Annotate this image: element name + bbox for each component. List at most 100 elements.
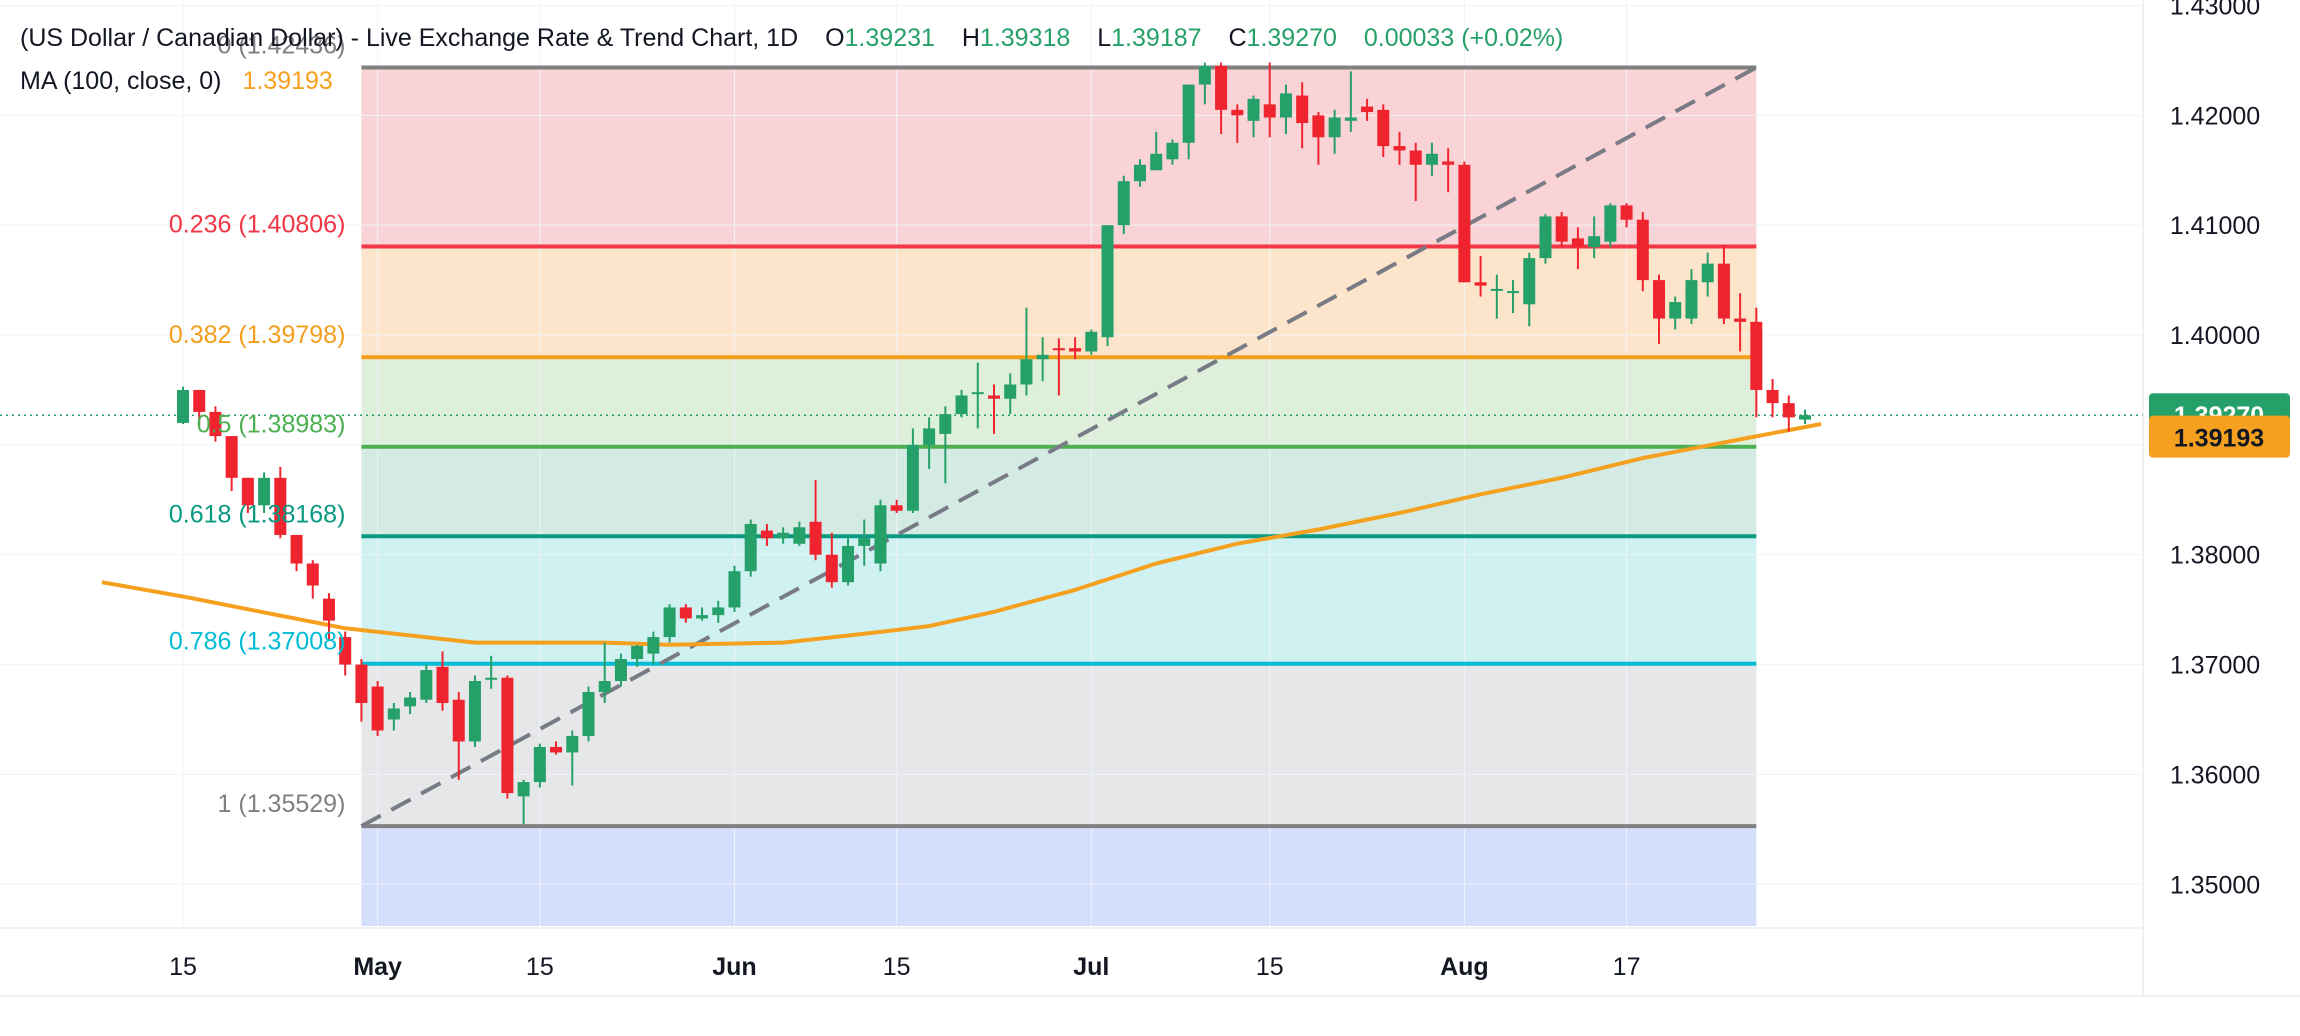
candle-body (1799, 415, 1811, 420)
candles (177, 62, 1811, 824)
open-value: 1.39231 (845, 24, 935, 52)
candle-body (744, 523, 757, 572)
candle (842, 538, 855, 586)
candle (1750, 307, 1763, 418)
candle-body (1766, 389, 1779, 404)
candle-body (1052, 348, 1065, 351)
candle-body (177, 389, 189, 423)
candle (825, 532, 838, 588)
candle (533, 743, 546, 788)
time-tick-label: 15 (169, 953, 197, 981)
candle-body (1231, 109, 1244, 116)
candle (274, 466, 287, 539)
candle (290, 534, 303, 572)
candle-body (1377, 109, 1390, 147)
price-axis-bg (2143, 0, 2300, 1031)
candle (1669, 296, 1682, 330)
candle-body (939, 414, 952, 434)
trendline[interactable] (360, 65, 1758, 828)
time-tick-label: Jun (712, 953, 756, 981)
candle-body (1604, 205, 1617, 242)
price-axis[interactable]: 1.430001.420001.410001.400001.390001.380… (2142, 0, 2300, 1031)
candle (1182, 84, 1195, 160)
candle (1150, 131, 1163, 171)
candle-body (1069, 348, 1082, 352)
candle-body (728, 571, 741, 608)
candle-body (809, 521, 822, 555)
candle (1328, 109, 1341, 154)
candle-body (1101, 225, 1114, 338)
fib-zones (361, 67, 1757, 926)
candle-body (1361, 106, 1374, 113)
candle-body (1263, 104, 1276, 118)
candle-body (1117, 181, 1130, 226)
time-tick-label: 17 (1613, 953, 1641, 981)
candle (1312, 112, 1325, 165)
candle (1085, 329, 1098, 355)
price-tick-label: 1.40000 (2170, 322, 2260, 350)
candle-body (1507, 291, 1520, 294)
candle-body (1166, 142, 1179, 160)
candle (1571, 227, 1584, 270)
candle-body (923, 428, 936, 445)
candle-body (1182, 84, 1195, 143)
time-axis[interactable]: 15 May 15 Jun 15 Jul 15 Aug 17 (0, 927, 2300, 997)
candle (1263, 62, 1276, 138)
ma-legend-value: 1.39193 (242, 67, 332, 95)
candle (1555, 212, 1568, 248)
symbol-title: (US Dollar / Canadian Dollar) - Live Exc… (20, 24, 798, 52)
candle-body (517, 782, 530, 797)
candle-body (760, 530, 773, 539)
candle-body (971, 392, 984, 395)
candle (1636, 212, 1649, 292)
candle (809, 480, 822, 561)
candle-body (955, 395, 968, 415)
candle-body (1409, 150, 1422, 165)
candle-body (1328, 117, 1341, 138)
fib-labels: 0 (1.42436) 0.236 (1.40806) 0.382 (1.39798… (169, 31, 346, 818)
candle-body (1425, 153, 1438, 165)
legend-line: (US Dollar / Canadian Dollar) - Live Exc… (20, 24, 1563, 52)
candle-body (1653, 280, 1666, 319)
candle (1490, 274, 1503, 319)
candle (923, 417, 936, 470)
candle (1393, 131, 1406, 165)
price-tick-label: 1.43000 (2170, 0, 2260, 20)
candle-body (1458, 164, 1471, 283)
ma100-line[interactable] (101, 422, 1822, 647)
candle (1279, 84, 1292, 135)
candle-body (988, 395, 1000, 399)
ma-layer (0, 414, 2143, 647)
candle (1409, 142, 1422, 202)
candle (760, 523, 773, 546)
candle (177, 386, 189, 425)
candle (258, 472, 271, 513)
price-tick-label: 1.38000 (2170, 542, 2260, 570)
candle-body (1393, 146, 1406, 151)
candle-body (533, 746, 546, 783)
candle (890, 499, 903, 513)
candle (1799, 409, 1811, 425)
candle (1588, 216, 1601, 259)
fib-trendline[interactable] (360, 65, 1758, 828)
candle (793, 521, 806, 546)
candle-body (1004, 384, 1017, 399)
price-tick-label: 1.37000 (2170, 652, 2260, 680)
candle-body (663, 607, 676, 638)
candle (1734, 293, 1747, 352)
candle (371, 681, 384, 736)
candle-body (193, 389, 206, 412)
candle (339, 631, 352, 676)
candle (598, 642, 611, 704)
fib-label-0.618: 0.618 (1.38168) (169, 500, 346, 528)
candle (1004, 373, 1017, 415)
candle-body (874, 505, 887, 564)
candle-body (241, 477, 254, 506)
candle-body (1133, 164, 1146, 182)
price-tick-label: 1.36000 (2170, 761, 2260, 789)
candle (1215, 62, 1228, 135)
candle (1231, 104, 1244, 143)
ma-legend[interactable]: MA (100, close, 0) 1.39193 (20, 67, 333, 95)
